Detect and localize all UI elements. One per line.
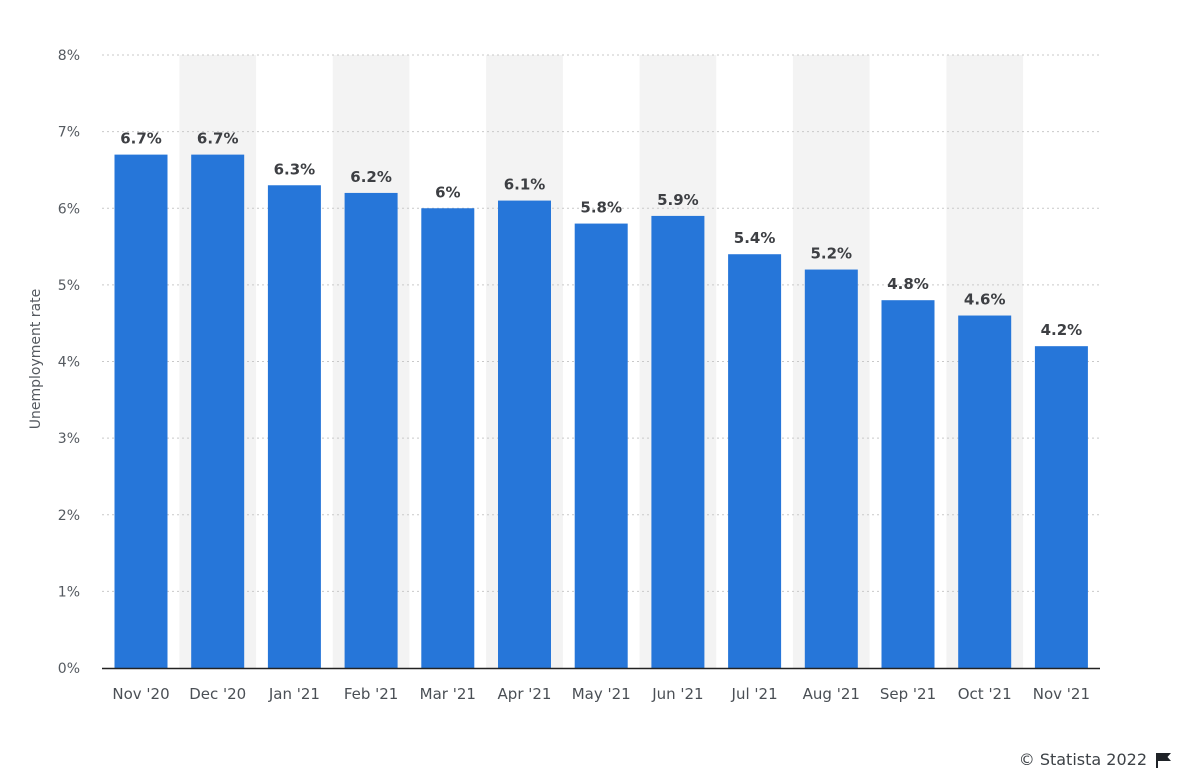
x-tick-label: Apr '21: [498, 685, 552, 703]
x-tick-label: Dec '20: [189, 685, 246, 703]
x-tick-label: Jul '21: [731, 685, 778, 703]
data-label: 4.8%: [887, 275, 929, 293]
x-tick-label: Jun '21: [651, 685, 703, 703]
data-label: 6.7%: [197, 130, 239, 148]
data-label: 6%: [435, 183, 460, 201]
bar[interactable]: [1034, 346, 1088, 668]
x-axis-ticks: Nov '20 Dec '20 Jan '21 Feb '21 Mar '21 Apr '…: [112, 685, 1090, 703]
bar[interactable]: [267, 185, 321, 668]
x-tick-label: Nov '20: [112, 685, 169, 703]
x-tick-label: Oct '21: [958, 685, 1012, 703]
bar[interactable]: [191, 154, 245, 669]
y-tick-label: 7%: [58, 125, 80, 141]
bar[interactable]: [728, 254, 782, 668]
bar[interactable]: [958, 315, 1012, 668]
bar[interactable]: [804, 269, 858, 668]
data-label: 6.3%: [274, 160, 316, 178]
credit-text: © Statista 2022: [1018, 750, 1147, 769]
flag-icon[interactable]: [1155, 752, 1173, 768]
data-label: 5.4%: [734, 229, 776, 247]
y-axis-ticks: 0% 1% 2% 3% 4% 5% 6% 7% 8%: [58, 48, 80, 677]
data-label: 5.9%: [657, 191, 699, 209]
data-label: 6.1%: [504, 176, 546, 194]
bar[interactable]: [651, 215, 705, 668]
y-tick-label: 8%: [58, 48, 80, 64]
data-label: 6.7%: [120, 130, 162, 148]
source-credit: © Statista 2022: [1019, 750, 1173, 769]
data-label: 5.8%: [580, 199, 622, 217]
bar[interactable]: [574, 223, 628, 668]
x-tick-label: May '21: [572, 685, 631, 703]
x-tick-label: Jan '21: [268, 685, 320, 703]
data-labels: 6.7% 6.7% 6.3% 6.2% 6% 6.1% 5.8% 5.9% 5.4% 5.2% 4.…: [120, 130, 1082, 340]
y-tick-label: 6%: [58, 201, 80, 217]
y-tick-label: 2%: [58, 508, 80, 524]
x-tick-label: Sep '21: [880, 685, 936, 703]
data-label: 4.2%: [1041, 321, 1083, 339]
bars: [114, 154, 1088, 669]
y-tick-label: 5%: [58, 278, 80, 294]
y-axis-title: Unemployment rate: [28, 289, 44, 430]
data-label: 5.2%: [810, 245, 852, 263]
x-tick-label: Nov '21: [1033, 685, 1090, 703]
data-label: 4.6%: [964, 291, 1006, 309]
bar[interactable]: [114, 154, 168, 669]
x-tick-label: Feb '21: [344, 685, 399, 703]
y-tick-label: 4%: [58, 355, 80, 371]
bar[interactable]: [344, 192, 398, 669]
y-tick-label: 1%: [58, 584, 80, 600]
data-label: 6.2%: [350, 168, 392, 186]
y-tick-label: 0%: [58, 661, 80, 677]
bar[interactable]: [498, 200, 551, 668]
x-tick-label: Mar '21: [420, 685, 476, 703]
bar[interactable]: [881, 300, 935, 668]
bar[interactable]: [421, 208, 475, 668]
x-tick-label: Aug '21: [803, 685, 860, 703]
y-tick-label: 3%: [58, 431, 80, 447]
